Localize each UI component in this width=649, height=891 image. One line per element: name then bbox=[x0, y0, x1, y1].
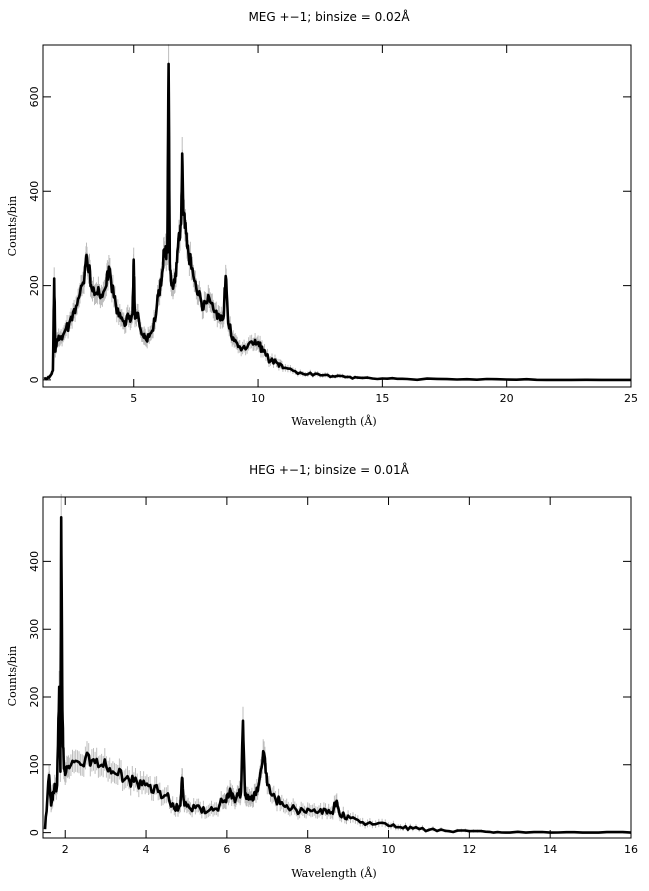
x-tick-label: 20 bbox=[500, 392, 514, 405]
y-tick-label: 0 bbox=[28, 376, 41, 383]
tick-marks bbox=[43, 497, 632, 838]
x-tick-labels: 2 4 6 8 10 12 14 16 bbox=[62, 843, 638, 856]
spectrum-line bbox=[43, 62, 631, 382]
heg-chart-panel: HEG +−1; binsize = 0.01Å 2 4 6 8 10 12 14 16 0 1… bbox=[6, 462, 638, 880]
y-tick-labels: 0 100 200 300 400 bbox=[28, 551, 41, 836]
y-tick-label: 400 bbox=[28, 181, 41, 202]
axis-ticks bbox=[43, 45, 632, 387]
y-tick-label: 300 bbox=[28, 619, 41, 640]
y-axis-label: Counts/bin bbox=[6, 196, 19, 257]
x-tick-label: 10 bbox=[382, 843, 396, 856]
x-tick-label: 15 bbox=[375, 392, 389, 405]
x-axis-label: Wavelength (Å) bbox=[291, 866, 376, 880]
x-tick-label: 14 bbox=[543, 843, 557, 856]
x-tick-label: 10 bbox=[251, 392, 265, 405]
x-tick-label: 12 bbox=[462, 843, 476, 856]
chart-title: HEG +−1; binsize = 0.01Å bbox=[249, 462, 410, 477]
x-tick-label: 4 bbox=[143, 843, 150, 856]
x-tick-label: 6 bbox=[223, 843, 230, 856]
y-tick-label: 100 bbox=[28, 754, 41, 775]
axis-ticks bbox=[43, 497, 632, 838]
x-tick-label: 8 bbox=[304, 843, 311, 856]
y-tick-labels: 0 200 400 600 bbox=[28, 86, 41, 383]
x-tick-label: 16 bbox=[624, 843, 638, 856]
x-tick-labels: 5 10 15 20 25 bbox=[130, 392, 638, 405]
y-axis-label: Counts/bin bbox=[6, 646, 19, 707]
error-bars bbox=[44, 44, 632, 380]
tick-marks bbox=[43, 45, 632, 387]
x-tick-label: 25 bbox=[624, 392, 638, 405]
y-tick-label: 200 bbox=[28, 275, 41, 296]
y-tick-label: 200 bbox=[28, 686, 41, 707]
plot-frame bbox=[42, 44, 632, 388]
y-tick-label: 400 bbox=[28, 551, 41, 572]
chart-title: MEG +−1; binsize = 0.02Å bbox=[248, 9, 410, 24]
x-tick-label: 5 bbox=[130, 392, 137, 405]
x-axis-label: Wavelength (Å) bbox=[291, 414, 376, 428]
meg-chart-panel: MEG +−1; binsize = 0.02Å 5 10 15 20 25 0 200 4… bbox=[6, 9, 638, 428]
y-tick-label: 600 bbox=[28, 86, 41, 107]
y-tick-label: 0 bbox=[28, 829, 41, 836]
x-tick-label: 2 bbox=[62, 843, 69, 856]
spectrum-line bbox=[43, 516, 632, 834]
plot-frame bbox=[42, 496, 632, 839]
